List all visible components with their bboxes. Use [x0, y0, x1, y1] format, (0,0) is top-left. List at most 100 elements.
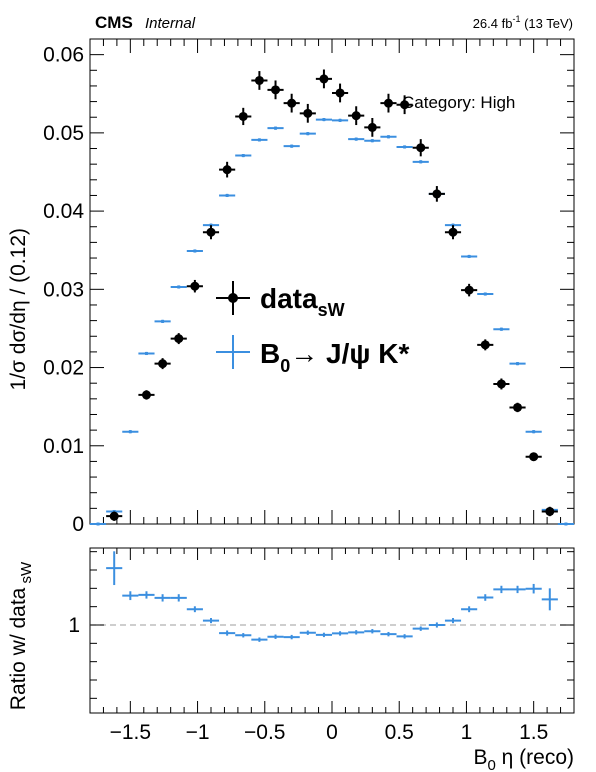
legend-mc-marker	[216, 335, 250, 369]
ratio-point	[251, 637, 268, 642]
mc-point	[332, 118, 349, 122]
data-point	[428, 186, 445, 202]
mc-point	[122, 430, 139, 434]
internal-label: Internal	[145, 15, 196, 32]
cms-label: CMS	[95, 13, 133, 32]
mc-point	[186, 249, 203, 253]
data-point	[154, 358, 171, 370]
ratio-point	[525, 583, 542, 594]
mc-point	[493, 327, 510, 331]
x-tick-label: 0	[326, 721, 338, 744]
mc-point	[267, 126, 284, 130]
data-series	[106, 69, 558, 521]
mc-point	[235, 153, 252, 158]
ratio-point	[299, 630, 316, 635]
data-point	[396, 95, 413, 115]
ratio-point	[202, 618, 220, 624]
mc-point	[138, 351, 155, 356]
ratio-point	[428, 622, 445, 628]
mc-point	[90, 522, 107, 526]
ratio-point	[267, 634, 284, 639]
ratio-point	[509, 585, 526, 594]
legend: datasW B0→ J/ψ K*	[216, 281, 409, 376]
ratio-point	[106, 551, 123, 586]
main-axis-ticks	[89, 38, 575, 525]
ratio-point	[315, 632, 332, 638]
ratio-series	[106, 551, 558, 642]
ratio-point	[138, 591, 155, 599]
ratio-point	[380, 631, 397, 637]
main-y-tick-labels: 0 0.01 0.02 0.03 0.04 0.05 0.06	[43, 44, 84, 536]
mc-point	[251, 138, 268, 142]
mc-point	[396, 145, 413, 149]
mc-point	[461, 254, 478, 259]
data-point	[106, 511, 123, 521]
data-point	[493, 378, 510, 390]
data-point	[170, 333, 187, 345]
main-y-tick-label: 0.04	[43, 200, 84, 223]
data-point	[332, 83, 349, 103]
data-point	[509, 402, 526, 413]
data-point	[299, 103, 316, 123]
ratio-point	[477, 594, 494, 601]
x-tick-label: 0.5	[385, 721, 414, 744]
main-y-tick-label: 0.02	[43, 357, 84, 380]
ratio-point	[122, 591, 139, 601]
data-point	[186, 279, 203, 293]
ratio-y-tick-labels: 1	[68, 614, 80, 637]
ratio-point	[170, 594, 187, 602]
data-point	[444, 225, 462, 240]
mc-point	[348, 137, 365, 141]
ratio-point	[219, 630, 236, 636]
ratio-point	[332, 631, 349, 636]
data-point	[348, 106, 365, 126]
legend-data-marker	[216, 281, 250, 315]
data-point	[364, 118, 381, 137]
ratio-point	[493, 585, 510, 594]
main-y-tick-label: 0.01	[43, 435, 84, 458]
data-point	[235, 107, 252, 126]
x-tick-label: −1	[186, 721, 210, 744]
data-point	[202, 225, 220, 240]
ratio-point	[348, 630, 365, 635]
data-point	[219, 161, 236, 178]
data-point	[267, 80, 284, 100]
mc-point	[219, 193, 236, 198]
data-point	[412, 139, 429, 157]
mc-point	[315, 118, 332, 122]
main-y-tick-label: 0.06	[43, 44, 84, 67]
ratio-point	[364, 629, 381, 634]
main-y-tick-label: 0.05	[43, 122, 84, 145]
ratio-point	[154, 594, 171, 602]
x-tick-label: 1	[461, 721, 473, 744]
ratio-x-tick-labels: −1.5 −1 −0.5 0 0.5 1 1.5	[110, 721, 549, 744]
main-y-tick-label: 0.03	[43, 278, 84, 301]
data-point	[380, 93, 397, 113]
legend-data-label: datasW	[260, 283, 345, 320]
ratio-point	[412, 626, 429, 631]
ratio-y-tick-label: 1	[68, 614, 80, 637]
ratio-point	[235, 633, 252, 638]
ratio-y-axis-label: Ratio w/ data sW	[7, 561, 35, 710]
mc-point	[170, 285, 187, 289]
ratio-point	[461, 606, 478, 613]
data-point	[315, 69, 332, 89]
mc-point	[380, 135, 397, 139]
x-tick-label: 1.5	[519, 721, 548, 744]
data-point	[461, 283, 478, 297]
x-axis-label: B0 η (reco)	[473, 746, 574, 772]
ratio-point	[444, 618, 462, 624]
data-point	[138, 390, 155, 400]
data-point	[251, 71, 268, 90]
mc-series	[90, 118, 574, 526]
mc-point	[283, 144, 300, 148]
main-y-tick-label: 0	[72, 513, 84, 536]
mc-point	[509, 362, 526, 366]
mc-point	[364, 139, 381, 143]
mc-point	[412, 160, 429, 164]
ratio-point	[541, 588, 558, 611]
ratio-axis-ticks	[89, 548, 575, 713]
main-y-axis-label: 1/σ dσ/dη / (0.12)	[7, 228, 30, 391]
mc-point	[299, 132, 316, 136]
